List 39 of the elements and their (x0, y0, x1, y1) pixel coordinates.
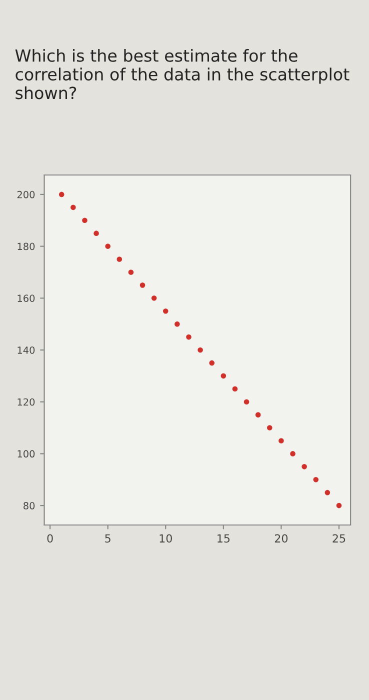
point (198, 347, 203, 353)
point (186, 334, 192, 340)
y-tick-label: 200 (17, 190, 35, 198)
point (82, 218, 88, 224)
point (58, 192, 64, 198)
x-tick-label: 15 (218, 534, 230, 543)
x-tick-label: 0 (47, 534, 53, 543)
y-tick-label: 140 (18, 346, 35, 354)
chart-title: Which is the best estimate for the correlation of the data in the scatterplot shown? (15, 49, 350, 100)
y-tick-label: 180 (18, 242, 35, 250)
point (278, 438, 284, 444)
point (162, 308, 168, 314)
x-tick-label: 25 (332, 534, 346, 543)
point (290, 451, 296, 456)
point (105, 244, 111, 249)
point (336, 502, 342, 508)
y-tick-label: 80 (24, 502, 35, 510)
point (209, 360, 215, 366)
y-tick-label: 100 (18, 450, 35, 458)
x-tick-label: 20 (274, 534, 288, 543)
point (116, 256, 122, 262)
y-tick-label: 160 (18, 294, 35, 302)
point (266, 425, 272, 430)
point (151, 295, 157, 301)
point (220, 373, 226, 379)
point (140, 282, 146, 288)
point (70, 204, 76, 210)
y-tick-label: 120 (18, 398, 35, 406)
point (313, 476, 319, 482)
x-tick-label: 5 (105, 534, 110, 543)
point (244, 399, 250, 405)
point (94, 230, 99, 236)
point (128, 270, 134, 275)
x-tick-label: 10 (160, 534, 172, 543)
point (232, 386, 238, 392)
point (324, 490, 330, 496)
point (302, 464, 307, 470)
point (174, 321, 180, 327)
point (255, 412, 261, 418)
